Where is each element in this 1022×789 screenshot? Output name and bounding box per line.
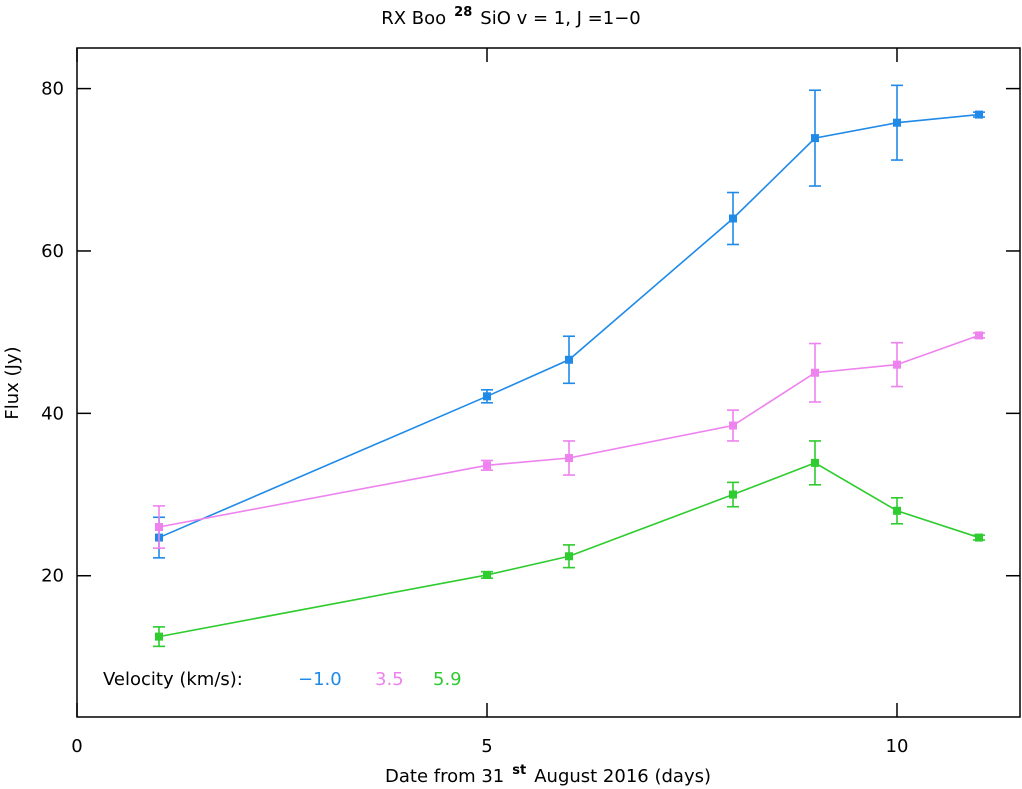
x-axis-label: Date from 31 st August 2016 (days): [385, 763, 711, 787]
marker: [975, 110, 983, 119]
chart-title-rest: SiO v = 1, J =1−0: [480, 8, 641, 29]
legend-title: Velocity (km/s):: [103, 669, 243, 690]
marker: [811, 368, 819, 377]
chart-title: RX Boo 28 SiO v = 1, J =1−0: [381, 5, 641, 29]
y-tick-label: 80: [41, 79, 64, 100]
marker: [729, 421, 737, 430]
y-axis-label: Flux (Jy): [2, 346, 23, 419]
y-tick-label: 40: [41, 403, 64, 424]
marker: [729, 214, 737, 223]
legend-entry: −1.0: [298, 669, 342, 690]
legend-entry: 5.9: [433, 669, 462, 690]
y-tick-label: 60: [41, 241, 64, 262]
legend-entry: 3.5: [375, 669, 404, 690]
marker: [155, 523, 163, 532]
marker: [893, 506, 901, 515]
marker: [975, 533, 983, 542]
x-tick-label: 0: [71, 736, 82, 757]
marker: [565, 552, 573, 561]
plot-frame: [76, 47, 1021, 718]
x-axis-label-main: Date from 31: [385, 766, 504, 787]
marker: [893, 118, 901, 127]
marker: [565, 454, 573, 463]
chart-title-main: RX Boo: [381, 8, 446, 29]
marker: [483, 461, 491, 470]
marker: [483, 570, 491, 579]
chart-title-sup: 28: [454, 5, 472, 20]
marker: [483, 392, 491, 401]
x-axis-label-rest: August 2016 (days): [534, 766, 711, 787]
x-tick-label: 5: [481, 736, 492, 757]
marker: [155, 632, 163, 641]
marker: [811, 134, 819, 143]
marker: [975, 331, 983, 340]
x-axis-label-sup: st: [512, 763, 526, 778]
marker: [893, 360, 901, 369]
marker: [565, 355, 573, 364]
y-tick-label: 20: [41, 566, 64, 587]
marker: [729, 490, 737, 499]
marker: [811, 458, 819, 467]
x-tick-label: 10: [886, 736, 909, 757]
